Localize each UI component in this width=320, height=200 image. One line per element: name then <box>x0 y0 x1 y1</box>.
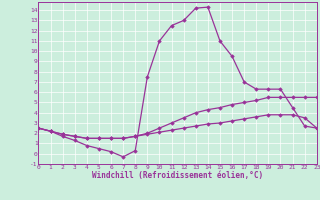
X-axis label: Windchill (Refroidissement éolien,°C): Windchill (Refroidissement éolien,°C) <box>92 171 263 180</box>
